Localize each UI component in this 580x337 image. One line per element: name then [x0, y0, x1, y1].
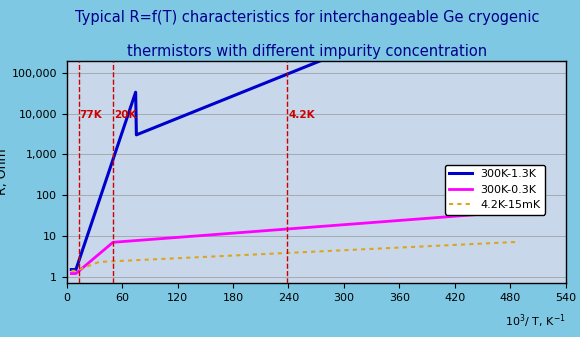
300K-1.3K	[367, 39, 374, 43]
Text: $10^3$/ T, K$^{-1}$: $10^3$/ T, K$^{-1}$	[505, 312, 566, 330]
4.2K-15mK	[183, 256, 190, 260]
Line: 4.2K-15mK: 4.2K-15mK	[71, 242, 519, 271]
300K-1.3K	[332, 53, 339, 57]
300K-0.3K	[332, 223, 339, 227]
300K-0.3K	[147, 237, 154, 241]
Text: 4.2K: 4.2K	[288, 110, 315, 120]
4.2K-15mK	[367, 247, 374, 251]
300K-0.3K	[405, 218, 412, 222]
300K-1.3K	[147, 127, 154, 131]
300K-0.3K	[270, 228, 277, 232]
300K-1.3K	[68, 268, 75, 272]
4.2K-15mK	[147, 257, 154, 262]
Text: 20K: 20K	[114, 110, 136, 120]
300K-0.3K	[183, 235, 190, 239]
300K-0.3K	[516, 209, 523, 213]
4.2K-15mK	[405, 245, 412, 249]
300K-1.3K	[270, 78, 277, 82]
300K-0.3K	[367, 221, 374, 225]
Line: 300K-0.3K: 300K-0.3K	[71, 211, 519, 274]
Line: 300K-1.3K: 300K-1.3K	[71, 0, 519, 270]
4.2K-15mK	[332, 249, 339, 253]
Legend: 300K-1.3K, 300K-0.3K, 4.2K-15mK: 300K-1.3K, 300K-0.3K, 4.2K-15mK	[445, 165, 545, 215]
4.2K-15mK	[516, 240, 523, 244]
Y-axis label: R, Ohm: R, Ohm	[0, 149, 9, 195]
4.2K-15mK	[68, 269, 75, 273]
Text: 77K: 77K	[79, 110, 103, 120]
4.2K-15mK	[270, 251, 277, 255]
300K-1.3K	[183, 113, 190, 117]
Text: Typical R=f(T) characteristics for interchangeable Ge cryogenic: Typical R=f(T) characteristics for inter…	[75, 10, 539, 25]
Text: thermistors with different impurity concentration: thermistors with different impurity conc…	[128, 44, 487, 59]
300K-1.3K	[405, 23, 412, 27]
300K-0.3K	[68, 272, 75, 276]
